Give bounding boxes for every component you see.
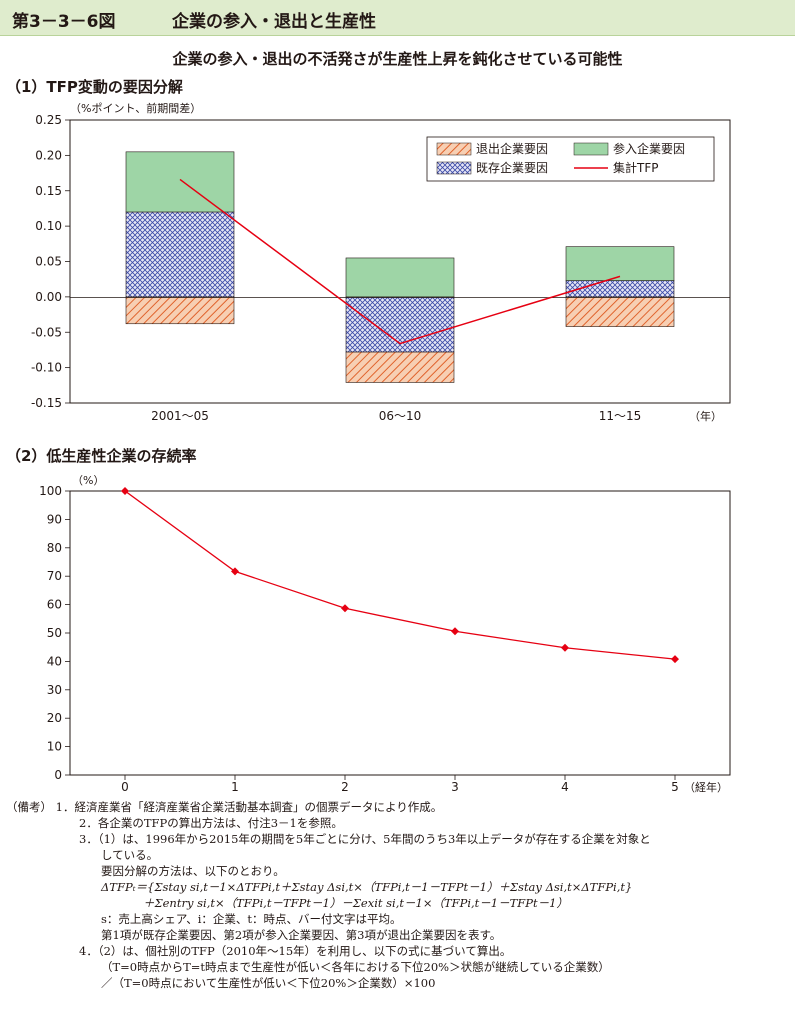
bar-exit-firm — [345, 351, 455, 383]
figure-title-bar: 第3－3－6図 企業の参入・退出と生産性 — [0, 0, 795, 36]
panel2-section-title: （2）低生産性企業の存続率 — [6, 447, 197, 465]
note-line-12: ／（T=0時点において生産性が低い＜下位20%＞企業数）×100 — [101, 976, 436, 990]
survival-rate-point — [561, 643, 569, 652]
survival-rate-point — [451, 627, 459, 636]
legend-label-existing: 既存企業要因 — [476, 160, 548, 175]
panel1-x-tick-label: 11～15 — [599, 409, 642, 423]
panel2-y-tick-label: 10 — [47, 740, 62, 754]
panel2-y-tick-label: 30 — [47, 683, 62, 697]
panel1-y-tick-label: 0.25 — [35, 113, 62, 127]
survival-rate-point — [341, 604, 349, 613]
figure-title: 企業の参入・退出と生産性 — [172, 12, 376, 32]
panel1-y-tick-label: -0.05 — [31, 325, 62, 339]
panel1-x-unit-label: （年） — [689, 409, 722, 423]
panel1-y-unit-label: （%ポイント、前期間差） — [70, 101, 201, 115]
panel2-y-tick-label: 90 — [47, 512, 62, 526]
survival-rate-point — [121, 487, 129, 495]
panel2-y-tick-label: 40 — [47, 654, 62, 668]
panel1-y-tick-label: 0.00 — [35, 290, 62, 304]
panel2-y-tick-label: 60 — [47, 598, 62, 612]
legend-label-exit: 退出企業要因 — [476, 141, 548, 156]
panel1-y-tick-label: 0.20 — [35, 148, 62, 162]
bar-entry-firm — [125, 151, 235, 213]
panel1-y-tick-label: 0.05 — [35, 255, 62, 269]
note-formula-1: ΔTFPₜ＝{Σstay si,t－1×ΔTFPi,t＋Σstay Δsi,t×… — [101, 880, 633, 894]
note-line-4: している。 — [101, 848, 159, 862]
panel2-x-tick-label: 4 — [561, 780, 569, 794]
panel2-y-tick-label: 20 — [47, 711, 62, 725]
legend-label-tfp: 集計TFP — [613, 160, 658, 175]
panel2-x-tick-label: 1 — [231, 780, 239, 794]
note-line-11: （T=0時点からT=t時点まで生産性が低い＜各年における下位20%＞状態が継続し… — [101, 960, 610, 974]
panel1-x-tick-label: 06～10 — [379, 409, 422, 423]
panel1-y-tick-label: -0.10 — [31, 361, 62, 375]
bar-exit-firm — [565, 296, 675, 327]
panel2-x-tick-label: 2 — [341, 780, 349, 794]
panel2-y-unit-label: （%） — [72, 474, 104, 487]
bar-entry-firm — [565, 246, 675, 281]
note-line-10: 4．（2）は、個社別のTFP（2010年～15年）を利用し、以下の式に基づいて算… — [79, 944, 512, 958]
panel1-y-tick-label: 0.10 — [35, 219, 62, 233]
panel1-y-tick-label: -0.15 — [31, 396, 62, 410]
panel2-x-unit-label: （経年） — [684, 780, 728, 794]
legend-box — [426, 136, 715, 182]
survival-rate-point — [231, 567, 239, 576]
note-line-3: 3．（1）は、1996年から2015年の期間を5年ごとに分け、5年間のうち3年以… — [79, 832, 651, 846]
panel2-y-tick-label: 100 — [39, 484, 62, 498]
figure-number: 第3－3－6図 — [12, 12, 116, 32]
panel2-y-tick-label: 80 — [47, 541, 62, 555]
legend-label-entry: 参入企業要因 — [613, 141, 685, 156]
panel2-x-tick-label: 0 — [121, 780, 129, 794]
panel2-y-tick-label: 50 — [47, 626, 62, 640]
note-line-1: （備考） 1．経済産業省「経済産業省企業活動基本調査」の個票データにより作成。 — [6, 800, 443, 814]
survival-rate-line — [124, 490, 676, 660]
panel2-y-tick-label: 0 — [54, 768, 62, 782]
note-line-8: s：売上高シェア、i：企業、t：時点、バー付文字は平均。 — [101, 912, 402, 926]
note-line-2: 2．各企業のTFPの算出方法は、付注3－1を参照。 — [79, 816, 343, 830]
charts-svg: （%ポイント、前期間差） （年） 0.25 0.20 0.15 0.10 0.05 0.0… — [31, 101, 731, 794]
note-formula-2: ＋Σentry si,t×（TFPi,t－TFPt－1）－Σexit si,t－… — [143, 896, 568, 910]
panel1-legend: 退出企業要因 参入企業要因 既存企業要因 集計TFP — [426, 136, 715, 182]
note-line-5: 要因分解の方法は、以下のとおり。 — [101, 864, 285, 878]
figure-headline: 企業の参入・退出の不活発さが生産性上昇を鈍化させている可能性 — [172, 50, 623, 68]
panel2-y-tick-label: 70 — [47, 569, 62, 583]
bar-existing-firm — [125, 211, 235, 298]
panel2-plot-frame — [69, 490, 731, 776]
bar-exit-firm — [125, 296, 235, 325]
panel2-x-tick-label: 5 — [671, 780, 679, 794]
tfp-line — [179, 178, 621, 345]
survival-rate-point — [671, 655, 679, 664]
panel1-y-tick-label: 0.15 — [35, 184, 62, 198]
note-line-9: 第1項が既存企業要因、第2項が参入企業要因、第3項が退出企業要因を表す。 — [101, 928, 502, 942]
panel1-x-tick-label: 2001～05 — [151, 409, 209, 423]
legend-swatch-exit — [436, 142, 472, 156]
legend-swatch-entry — [573, 142, 609, 156]
legend-swatch-existing — [436, 161, 472, 175]
bar-entry-firm — [345, 257, 455, 298]
panel2-x-tick-label: 3 — [451, 780, 459, 794]
bar-existing-firm — [565, 280, 675, 298]
panel1-section-title: （1）TFP変動の要因分解 — [6, 78, 183, 96]
